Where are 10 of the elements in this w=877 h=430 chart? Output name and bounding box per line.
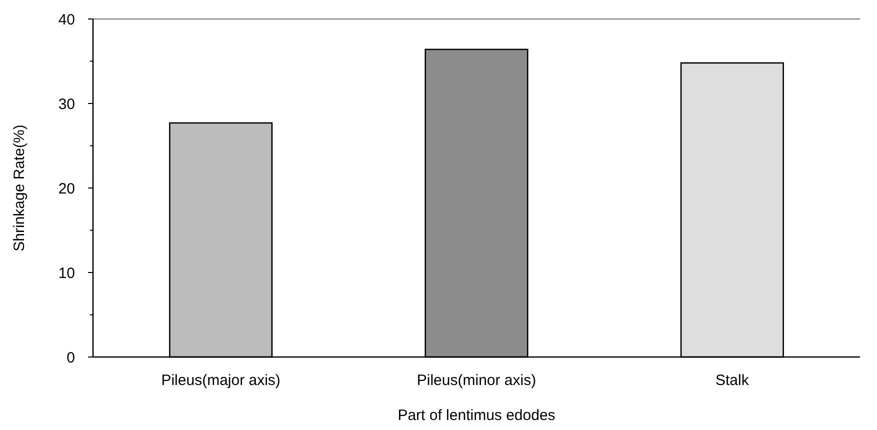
x-tick-label: Stalk [715, 372, 750, 389]
x-tick-label: Pileus(major axis) [161, 372, 280, 389]
y-axis-title: Shrinkage Rate(%) [11, 124, 28, 252]
y-tick-label: 0 [66, 349, 75, 366]
y-tick-label: 10 [58, 264, 75, 282]
y-tick-label: 20 [58, 180, 75, 198]
x-tick-label: Pileus(minor axis) [416, 372, 536, 389]
y-tick-label: 30 [58, 96, 75, 113]
y-tick-label: 40 [58, 11, 75, 28]
x-axis-title: Part of lentimus edodes [398, 407, 556, 424]
